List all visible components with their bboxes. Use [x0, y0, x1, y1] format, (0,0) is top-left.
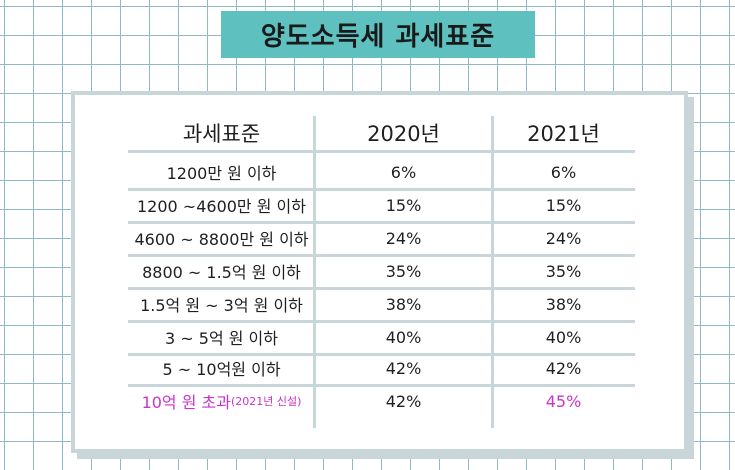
page-title-text: 양도소득세 과세표준 — [260, 22, 496, 52]
table-row: 3 ~ 5억 원 이하 40% 40% — [128, 321, 635, 356]
rate-2020-cell: 42% — [385, 358, 422, 378]
bracket-cell: 4600 ~ 8800만 원 이하 — [134, 230, 309, 249]
column-divider — [313, 116, 316, 428]
table-row: 1200 ~4600만 원 이하 15% 15% — [128, 189, 635, 224]
header-bracket: 과세표준 — [182, 122, 261, 146]
bracket-cell: 5 ~ 10억원 이하 — [162, 360, 281, 379]
bracket-label: 10억 원 초과 — [141, 393, 231, 412]
bracket-cell: 1200만 원 이하 — [166, 164, 277, 183]
rate-2020-cell: 38% — [385, 294, 422, 314]
page-title: 양도소득세 과세표준 — [221, 11, 535, 58]
header-2020: 2020년 — [367, 122, 440, 146]
rate-2021-cell: 40% — [545, 327, 582, 347]
rate-2020-cell: 15% — [385, 195, 422, 215]
bracket-cell: 3 ~ 5억 원 이하 — [165, 329, 278, 348]
table-header-row: 과세표준 2020년 2021년 — [128, 116, 635, 153]
bracket-cell: 1200 ~4600만 원 이하 — [137, 197, 306, 216]
column-divider — [491, 116, 494, 428]
rate-2021-cell: 24% — [545, 228, 582, 248]
table-row: 1.5억 원 ~ 3억 원 이하 38% 38% — [128, 288, 635, 323]
table-row-highlight: 10억 원 초과 (2021년 신설) 42% 45% — [128, 385, 635, 417]
table-row: 5 ~ 10억원 이하 42% 42% — [128, 352, 635, 387]
rate-2020-cell: 40% — [385, 327, 422, 347]
rate-2021-cell-new: 45% — [545, 391, 582, 411]
table-row: 4600 ~ 8800만 원 이하 24% 24% — [128, 222, 635, 257]
rate-2021-cell: 38% — [545, 294, 582, 314]
rate-2020-cell: 35% — [385, 261, 422, 281]
bracket-cell-new: 10억 원 초과 (2021년 신설) — [128, 385, 315, 417]
rate-2021-cell: 6% — [550, 162, 577, 182]
rate-2021-cell: 35% — [545, 261, 582, 281]
rate-2020-cell: 24% — [385, 228, 422, 248]
bracket-cell: 1.5억 원 ~ 3억 원 이하 — [140, 296, 303, 315]
rate-2021-cell: 15% — [545, 195, 582, 215]
rate-2020-cell: 6% — [390, 162, 417, 182]
header-2021: 2021년 — [527, 122, 600, 146]
rate-2021-cell: 42% — [545, 358, 582, 378]
table-row: 8800 ~ 1.5억 원 이하 35% 35% — [128, 255, 635, 290]
bracket-cell: 8800 ~ 1.5억 원 이하 — [142, 263, 301, 282]
table-row: 1200만 원 이하 6% 6% — [128, 156, 635, 191]
rate-2020-cell: 42% — [385, 391, 422, 411]
bracket-note: (2021년 신설) — [230, 395, 302, 408]
